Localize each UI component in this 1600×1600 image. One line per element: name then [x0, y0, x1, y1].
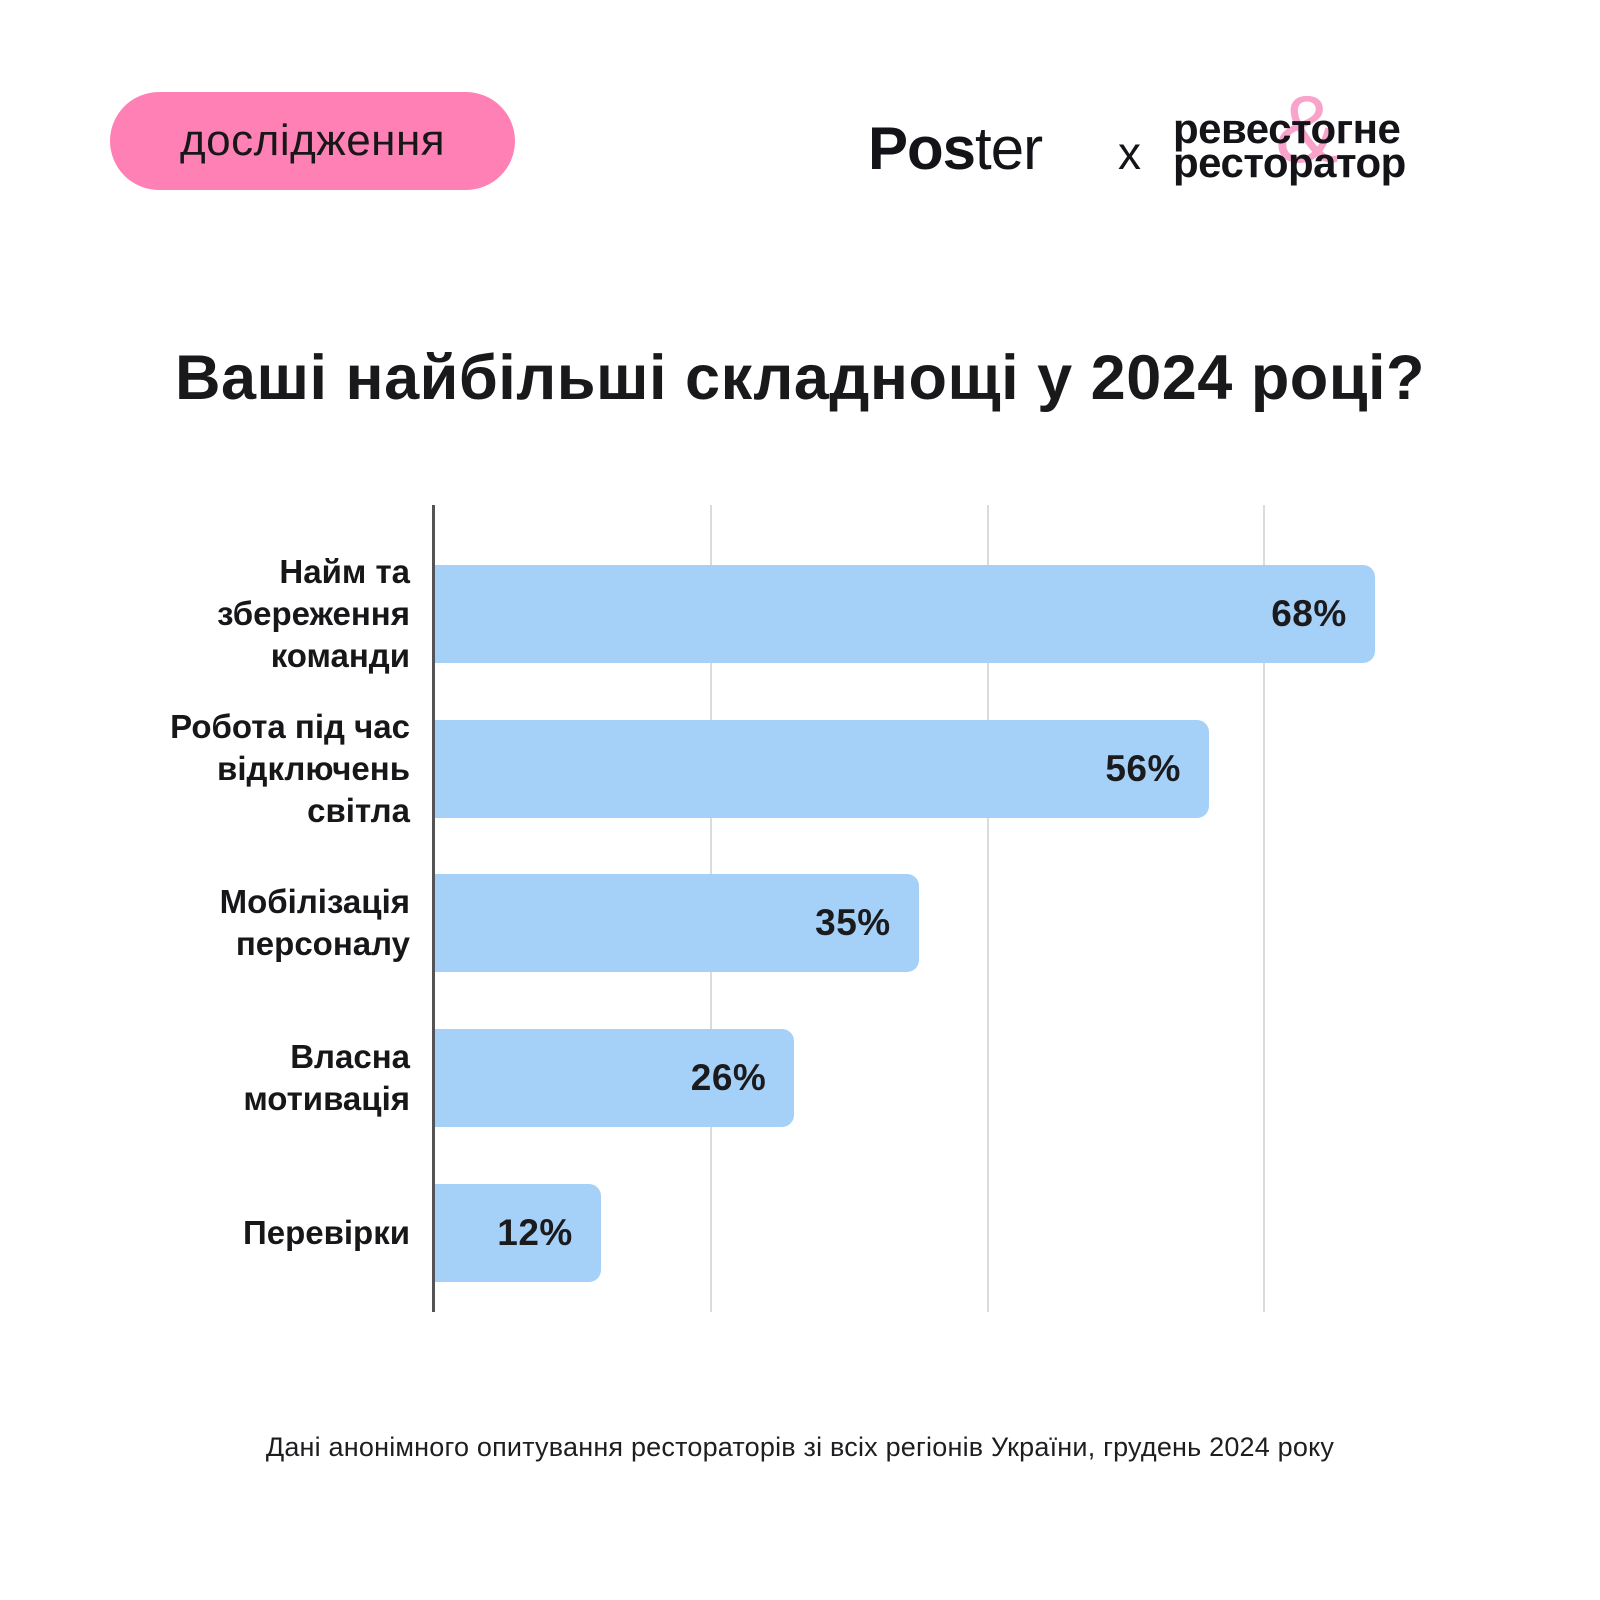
research-badge: дослідження: [110, 92, 516, 190]
gridline-60: [1263, 505, 1266, 1312]
gridline-40: [986, 505, 989, 1312]
poster-logo-bold: Pos: [868, 115, 976, 182]
bar-value-label: 68%: [1271, 593, 1347, 634]
bar: 56%: [435, 719, 1209, 818]
bar: 26%: [435, 1029, 795, 1128]
bar: 68%: [435, 565, 1375, 663]
category-label: Мобілізація персоналу: [219, 883, 410, 963]
category-label: Перевірки: [243, 1213, 410, 1251]
bar: 35%: [435, 874, 919, 973]
y-axis-line: [432, 505, 435, 1312]
bar: 12%: [435, 1183, 601, 1282]
partner-logo-line1: ревестогне: [1173, 105, 1401, 152]
category-label: Робота під час відключень світла: [170, 707, 410, 829]
bar-value-label: 35%: [815, 902, 891, 944]
partner-logo-line2: ресторатор: [1173, 139, 1406, 186]
poster-logo: Poster: [868, 114, 1043, 183]
category-label: Найм та збереження команди: [217, 553, 410, 674]
poster-logo-light: ter: [975, 115, 1043, 182]
logo-separator-x: x: [1118, 127, 1141, 179]
category-label: Власна мотивація: [243, 1038, 410, 1118]
partner-logo: & ревестогне ресторатор: [1173, 82, 1406, 186]
bar-chart: 68% Найм та збереження команди 56% Робота п…: [170, 505, 1444, 1312]
bar-value-label: 12%: [497, 1211, 573, 1253]
bar-value-label: 56%: [1105, 747, 1181, 789]
ampersand-icon: &: [1275, 76, 1339, 183]
bar-value-label: 26%: [690, 1057, 767, 1099]
footnote: Дані анонімного опитування рестораторів …: [265, 1432, 1335, 1462]
chart-title: Ваші найбільші складнощі у 2024 році?: [174, 343, 1425, 413]
research-badge-label: дослідження: [180, 116, 446, 165]
header-logos: Poster x & ревестогне ресторатор: [868, 82, 1488, 206]
